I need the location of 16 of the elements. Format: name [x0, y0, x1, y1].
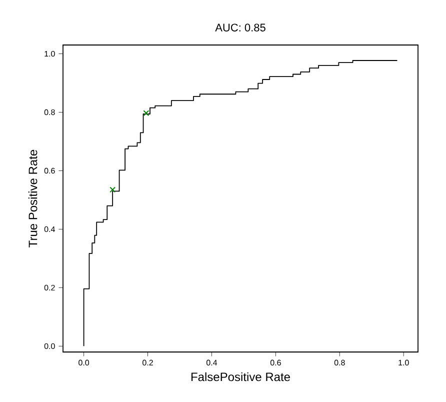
chart-title: AUC: 0.85 [215, 24, 266, 32]
x-tick-label: 0.8 [334, 360, 345, 366]
y-tick-label: 1.0 [44, 50, 55, 57]
y-tick-label: 0.2 [44, 284, 55, 291]
y-tick-label: 0.4 [44, 226, 55, 232]
y-tick-label: 0.0 [44, 343, 55, 349]
y-axis-title: True Positive Rate [28, 150, 38, 248]
y-tick-label: 0.6 [44, 168, 55, 174]
x-tick-label: 0.4 [206, 360, 218, 366]
x-tick-label: 1.0 [398, 360, 409, 366]
line-series [83, 60, 398, 347]
x-tick-label: 0.0 [78, 360, 90, 366]
x-tick-label: 0.2 [142, 360, 153, 366]
y-tick-label: 0.8 [44, 109, 55, 116]
x-tick-label: 0.6 [270, 360, 281, 366]
x-axis-title: FalsePositive Rate [191, 372, 290, 382]
